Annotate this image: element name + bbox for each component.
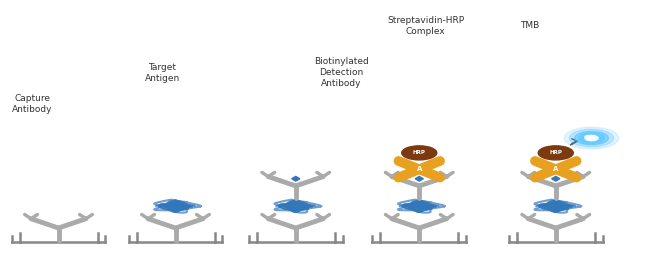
- Circle shape: [564, 127, 619, 149]
- Polygon shape: [552, 176, 560, 181]
- Text: A: A: [417, 166, 422, 172]
- Text: TMB: TMB: [520, 22, 540, 30]
- Polygon shape: [415, 176, 423, 181]
- Text: Capture
Antibody: Capture Antibody: [12, 94, 53, 114]
- Text: Streptavidin-HRP
Complex: Streptavidin-HRP Complex: [387, 16, 464, 36]
- Circle shape: [402, 146, 437, 160]
- Circle shape: [585, 135, 592, 138]
- Text: Biotinylated
Detection
Antibody: Biotinylated Detection Antibody: [314, 57, 369, 88]
- Text: Target
Antigen: Target Antigen: [145, 63, 180, 83]
- Circle shape: [585, 135, 598, 141]
- Text: HRP: HRP: [413, 150, 426, 155]
- Circle shape: [538, 146, 573, 160]
- Circle shape: [575, 131, 608, 145]
- Circle shape: [578, 133, 604, 143]
- Circle shape: [569, 129, 614, 147]
- Polygon shape: [292, 176, 300, 181]
- Text: A: A: [553, 166, 558, 172]
- Text: HRP: HRP: [549, 150, 562, 155]
